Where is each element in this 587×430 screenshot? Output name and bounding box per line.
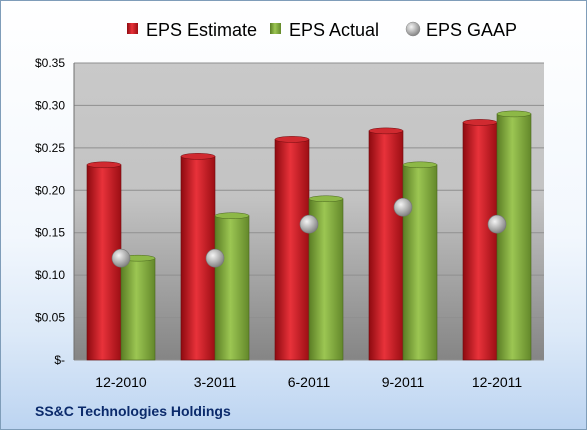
bar-eps-estimate-top: [368, 127, 404, 135]
x-tick-label: 12-2010: [95, 374, 147, 390]
legend-swatch-gaap: [405, 21, 421, 37]
marker-eps-gaap: [205, 248, 225, 268]
bar-eps-estimate: [462, 122, 498, 361]
y-axis: $- $0.05 $0.10 $0.15 $0.20 $0.25 $0.30 $0.35: [35, 56, 75, 367]
bar-eps-estimate-top: [462, 119, 498, 126]
bar-eps-estimate: [274, 139, 310, 361]
legend: EPS Estimate EPS Actual EPS GAAP: [127, 20, 517, 40]
bar-eps-actual-top: [496, 110, 532, 118]
bar-eps-actual: [214, 215, 250, 361]
y-tick-label: $0.20: [35, 183, 65, 197]
x-tick-label: 9-2011: [382, 374, 425, 390]
y-tick-label: $0.30: [35, 98, 65, 112]
x-tick-label: 6-2011: [288, 374, 331, 390]
legend-label-estimate: EPS Estimate: [146, 20, 257, 40]
legend-label-gaap: EPS GAAP: [426, 20, 517, 40]
y-tick-label: $0.05: [35, 311, 65, 325]
marker-eps-gaap: [487, 214, 507, 234]
marker-eps-gaap: [111, 248, 131, 268]
bar-eps-actual-top: [214, 212, 250, 219]
legend-swatch-actual: [270, 23, 281, 34]
y-tick-label: $0.35: [35, 56, 65, 70]
bar-eps-actual-top: [402, 161, 438, 169]
bar-eps-estimate: [368, 130, 404, 361]
bar-eps-actual: [120, 257, 156, 361]
legend-label-actual: EPS Actual: [289, 20, 379, 40]
y-tick-label: $0.25: [35, 141, 65, 155]
bar-eps-actual: [402, 164, 438, 361]
x-axis: 12-2010 3-2011 6-2011 9-2011 12-2011: [95, 374, 522, 390]
marker-eps-gaap: [299, 214, 319, 234]
bar-eps-estimate-top: [86, 161, 122, 169]
x-tick-label: 12-2011: [472, 374, 523, 390]
y-tick-label: $-: [54, 353, 65, 367]
bar-eps-estimate-top: [180, 153, 216, 160]
legend-swatch-estimate: [127, 23, 138, 34]
company-name: SS&C Technologies Holdings: [35, 403, 231, 419]
y-tick-label: $0.15: [35, 226, 65, 240]
bar-eps-actual: [496, 113, 532, 361]
bar-eps-estimate-top: [274, 136, 310, 143]
marker-eps-gaap: [393, 197, 413, 217]
x-tick-label: 3-2011: [194, 374, 237, 390]
y-tick-label: $0.10: [35, 268, 65, 282]
bar-series: [86, 110, 532, 361]
bar-eps-actual-top: [308, 195, 344, 203]
